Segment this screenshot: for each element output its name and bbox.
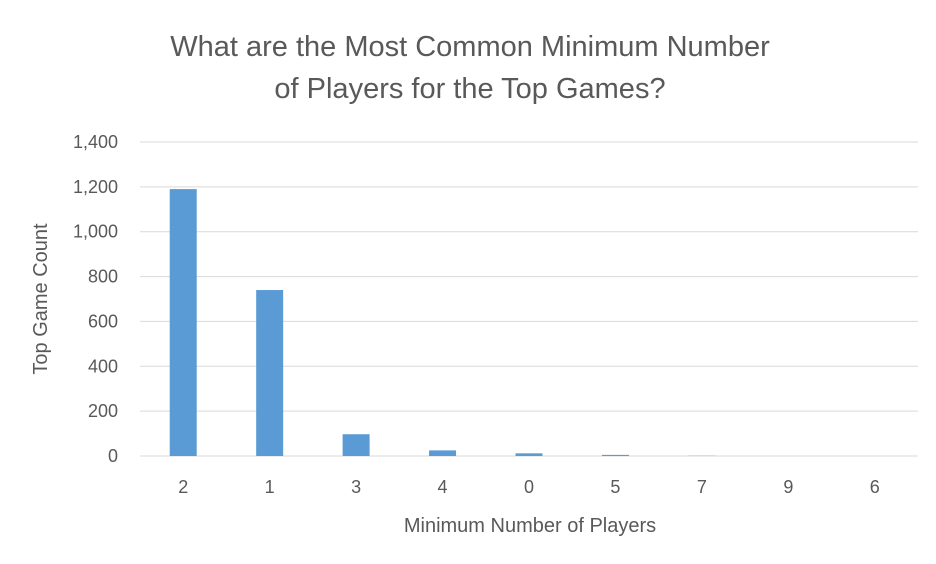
bar [342, 434, 370, 456]
x-tick-label: 1 [265, 477, 275, 497]
y-tick-label: 1,400 [73, 132, 118, 152]
x-tick-label: 4 [438, 477, 448, 497]
bar [429, 450, 457, 456]
x-tick-label: 0 [524, 477, 534, 497]
x-tick-label: 9 [783, 477, 793, 497]
bar [256, 290, 284, 456]
y-tick-label: 800 [88, 267, 118, 287]
x-tick-label: 2 [178, 477, 188, 497]
x-tick-label: 7 [697, 477, 707, 497]
x-axis-title: Minimum Number of Players [404, 515, 656, 537]
x-tick-label: 3 [351, 477, 361, 497]
x-axis-ticks: 2 1 3 4 0 5 7 9 6 [178, 477, 880, 497]
y-tick-label: 200 [88, 401, 118, 421]
bar [601, 454, 629, 456]
y-tick-label: 0 [108, 446, 118, 466]
y-axis-title: Top Game Count [30, 223, 52, 375]
bar [169, 189, 197, 456]
y-tick-label: 600 [88, 311, 118, 331]
bars [169, 189, 716, 456]
y-tick-label: 1,000 [73, 222, 118, 242]
y-tick-label: 400 [88, 356, 118, 376]
chart-title-line-2: of Players for the Top Games? [274, 73, 665, 105]
chart-title-line-1: What are the Most Common Minimum Number [170, 31, 770, 63]
y-tick-label: 1,200 [73, 177, 118, 197]
x-tick-label: 5 [610, 477, 620, 497]
x-tick-label: 6 [870, 477, 880, 497]
y-axis-ticks: 0 200 400 600 800 1,000 1,200 1,400 [73, 132, 118, 466]
bar [515, 453, 543, 456]
